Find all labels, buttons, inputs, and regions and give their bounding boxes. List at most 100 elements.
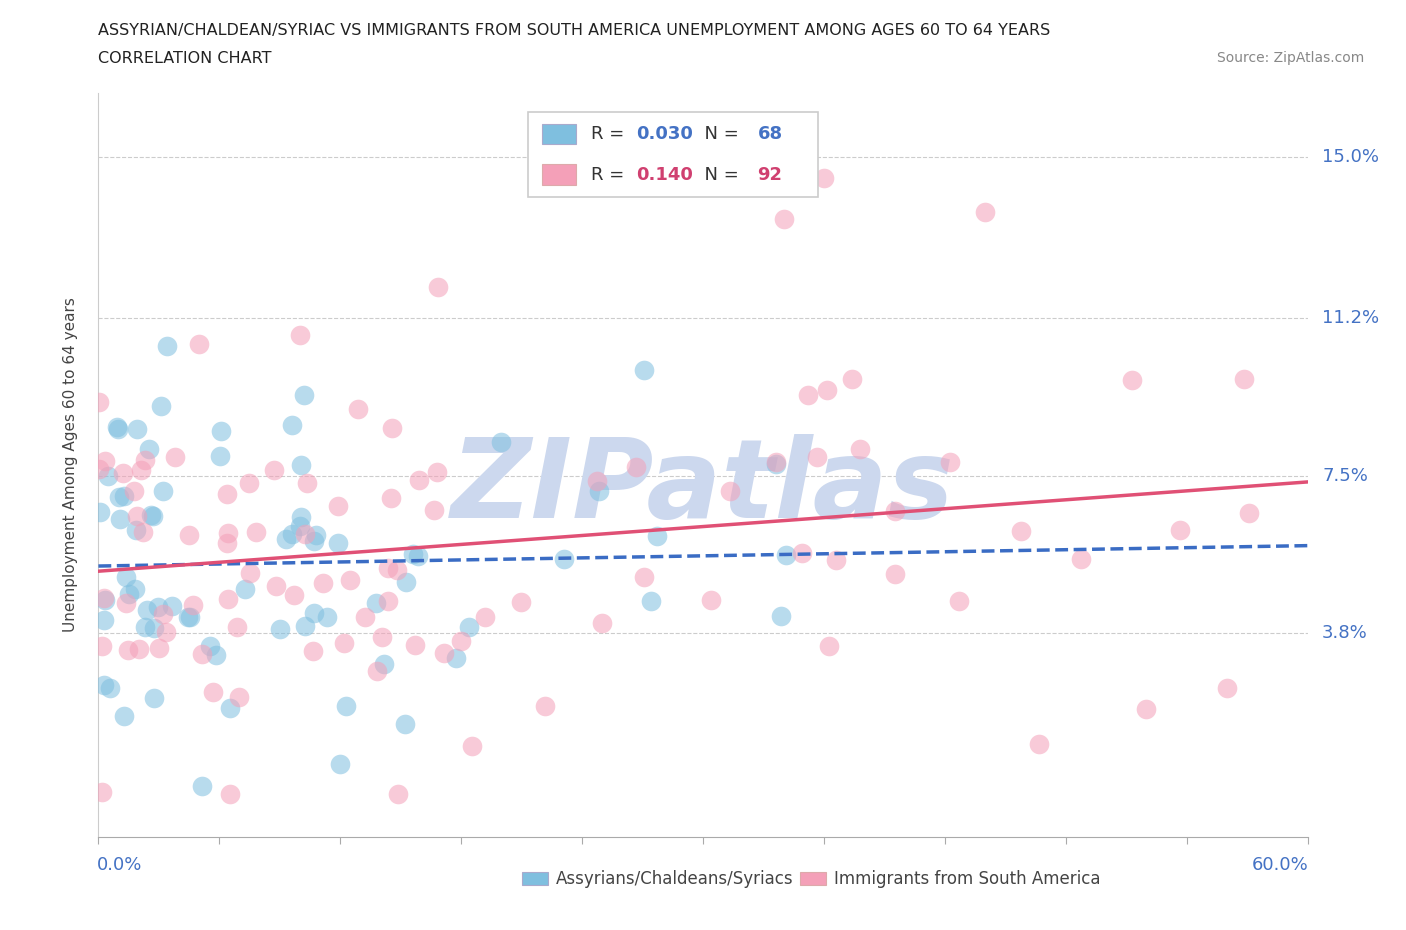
Point (148, 640, 170, 655)
Point (395, 574, 418, 589)
Point (124, 582, 146, 597)
Point (89, 505, 111, 520)
Point (290, 458, 312, 472)
Point (274, 531, 297, 546)
Text: ASSYRIAN/CHALDEAN/SYRIAC VS IMMIGRANTS FROM SOUTH AMERICA UNEMPLOYMENT AMONG AGE: ASSYRIAN/CHALDEAN/SYRIAC VS IMMIGRANTS F… (98, 23, 1050, 38)
Point (402, 547, 425, 562)
Point (134, 619, 156, 634)
Text: 0.0%: 0.0% (97, 856, 142, 873)
Point (97, 468, 120, 483)
Point (884, 566, 907, 581)
Text: N =: N = (693, 125, 745, 143)
Point (1010, 524, 1032, 538)
Point (112, 465, 135, 480)
FancyBboxPatch shape (527, 112, 818, 197)
Text: 15.0%: 15.0% (1322, 148, 1379, 166)
Point (191, 779, 214, 794)
Point (200, 639, 222, 654)
Point (326, 536, 349, 551)
Point (796, 387, 818, 402)
Point (1233, 372, 1256, 387)
Point (281, 526, 304, 541)
Point (841, 371, 863, 386)
Point (225, 619, 247, 634)
Point (146, 600, 169, 615)
Point (849, 441, 872, 456)
Bar (543, 124, 576, 144)
Point (335, 698, 357, 713)
Point (217, 525, 239, 540)
Point (94, 454, 117, 469)
Point (329, 757, 352, 772)
Point (373, 657, 395, 671)
Text: 7.5%: 7.5% (1322, 467, 1368, 485)
Point (294, 618, 316, 633)
Point (281, 418, 304, 432)
Point (1168, 523, 1191, 538)
Point (218, 700, 240, 715)
Point (219, 787, 242, 802)
Point (283, 588, 305, 603)
Point (302, 534, 325, 549)
Point (353, 609, 375, 624)
Point (765, 457, 787, 472)
Point (125, 421, 148, 436)
Point (326, 498, 349, 513)
Point (149, 398, 172, 413)
Point (347, 402, 370, 417)
Point (143, 620, 166, 635)
Point (387, 787, 409, 802)
Point (640, 593, 662, 608)
Point (162, 599, 184, 614)
Point (91, 639, 114, 654)
Bar (800, 872, 827, 885)
Point (108, 512, 131, 527)
Point (135, 603, 157, 618)
Point (163, 449, 186, 464)
Text: 3.8%: 3.8% (1322, 624, 1368, 642)
Point (245, 525, 267, 539)
Text: 0.140: 0.140 (637, 166, 693, 184)
Point (302, 605, 325, 620)
Point (134, 452, 156, 467)
Point (191, 646, 214, 661)
Point (143, 691, 166, 706)
Text: 0.030: 0.030 (637, 125, 693, 143)
Point (233, 582, 256, 597)
Text: N =: N = (693, 166, 745, 184)
Point (775, 548, 797, 563)
Point (114, 570, 136, 585)
Bar (543, 165, 576, 185)
Point (491, 434, 513, 449)
Point (700, 592, 723, 607)
Point (217, 591, 239, 606)
Point (884, 504, 907, 519)
Point (94, 592, 117, 607)
Text: ZIPatlas: ZIPatlas (451, 433, 955, 541)
Point (217, 536, 239, 551)
Point (209, 423, 232, 438)
Point (177, 527, 200, 542)
Point (292, 388, 315, 403)
Point (128, 642, 150, 657)
Point (290, 510, 312, 525)
Point (974, 205, 997, 219)
Point (156, 339, 179, 353)
Point (202, 684, 225, 699)
Point (770, 608, 793, 623)
Text: 11.2%: 11.2% (1322, 310, 1379, 327)
Point (179, 609, 201, 624)
Point (380, 491, 402, 506)
Point (312, 576, 335, 591)
Point (152, 606, 174, 621)
Point (238, 475, 260, 490)
Point (93, 591, 115, 605)
Text: 92: 92 (758, 166, 782, 184)
Point (948, 593, 970, 608)
Point (813, 170, 835, 185)
Point (114, 595, 136, 610)
Point (1070, 552, 1092, 567)
Point (461, 738, 484, 753)
Point (89, 462, 111, 477)
Point (209, 448, 232, 463)
